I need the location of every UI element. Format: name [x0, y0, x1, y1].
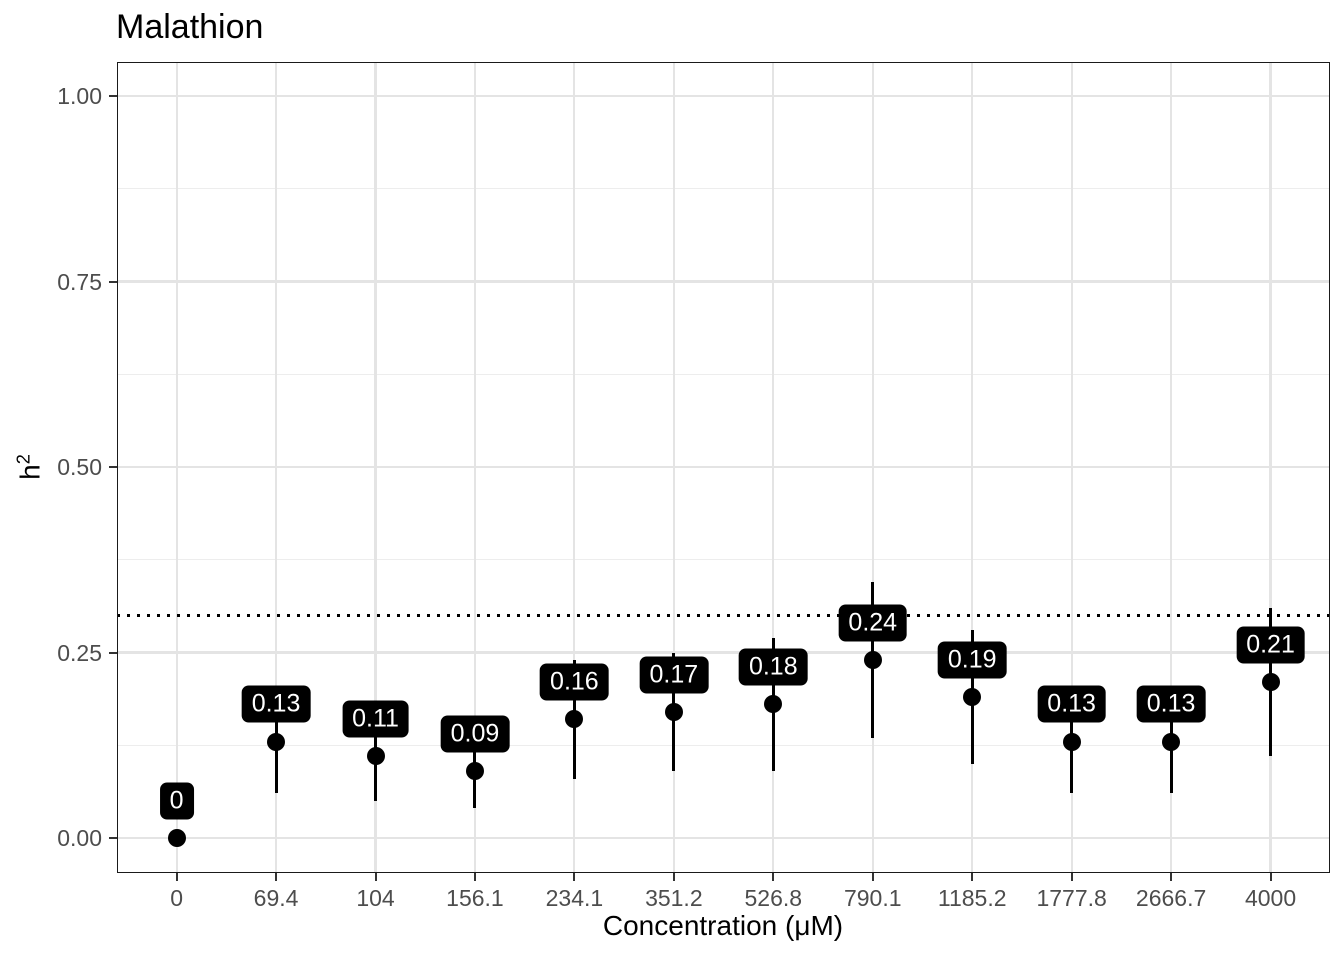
x-axis-title: Concentration (μM)	[602, 910, 844, 941]
data-point-label: 0.11	[342, 700, 409, 738]
data-point-label: 0	[159, 782, 194, 820]
x-axis-tick-label: 234.1	[545, 885, 604, 911]
data-point-label: 0.13	[241, 685, 311, 723]
data-point	[1162, 732, 1181, 751]
data-point	[863, 650, 882, 669]
gridline-vertical-major	[971, 62, 974, 873]
data-point	[565, 710, 584, 729]
x-axis-tick	[871, 873, 874, 881]
x-axis-tick	[175, 873, 178, 881]
data-point	[167, 829, 186, 847]
y-axis-tick	[109, 280, 117, 283]
data-point-label: 0.17	[639, 656, 709, 694]
x-axis-tick	[1070, 873, 1073, 881]
gridline-horizontal-minor	[117, 373, 1330, 375]
data-point	[764, 695, 783, 714]
data-point	[963, 688, 982, 707]
gridline-vertical-major	[374, 62, 377, 873]
x-axis-tick-label: 1777.8	[1036, 885, 1107, 911]
y-axis-tick	[109, 95, 117, 97]
x-axis-tick	[672, 873, 675, 881]
x-axis-tick-label: 156.1	[446, 885, 504, 911]
data-point-label: 0.18	[738, 648, 808, 686]
gridline-horizontal-minor	[117, 188, 1330, 190]
gridline-vertical-major	[1170, 62, 1173, 873]
gridline-vertical-major	[274, 62, 278, 873]
x-axis-tick	[772, 873, 775, 881]
gridline-vertical-major	[871, 62, 874, 873]
x-axis-tick	[573, 873, 576, 881]
gridline-vertical-major	[573, 62, 576, 873]
y-axis-tick-label: 0.50	[57, 454, 102, 480]
gridline-horizontal-major	[117, 651, 1330, 654]
x-axis-tick-label: 4000	[1244, 885, 1297, 911]
data-point-label: 0.13	[1037, 685, 1106, 723]
data-point	[267, 732, 286, 751]
x-axis-tick-label: 790.1	[843, 885, 902, 911]
x-axis-tick-label: 526.8	[744, 885, 803, 911]
y-axis-tick	[109, 651, 117, 654]
gridline-horizontal-major	[117, 465, 1330, 469]
data-point	[664, 702, 683, 721]
data-point	[1261, 673, 1280, 692]
reference-line	[117, 613, 1330, 617]
data-point	[1062, 732, 1081, 751]
gridline-horizontal-major	[117, 836, 1330, 840]
x-axis-tick	[1170, 873, 1173, 881]
y-axis-tick-label: 0.00	[57, 825, 102, 851]
x-axis-tick-label: 69.4	[253, 885, 299, 911]
x-axis-tick-label: 2666.7	[1135, 885, 1207, 911]
gridline-vertical-major	[175, 62, 178, 873]
data-point-label: 0.24	[838, 604, 908, 642]
gridline-horizontal-major	[117, 94, 1330, 98]
y-axis-tick-label: 0.25	[57, 639, 102, 666]
y-axis-tick	[109, 466, 117, 468]
x-axis-tick	[374, 873, 377, 881]
data-point-label: 0.09	[440, 715, 510, 753]
y-axis-tick-label: 0.75	[57, 268, 102, 295]
data-point	[366, 747, 385, 766]
gridline-vertical-major	[772, 62, 775, 873]
data-point	[465, 762, 484, 781]
x-axis-tick-label: 0	[170, 885, 183, 911]
x-axis-tick	[971, 873, 974, 881]
gridline-horizontal-major	[117, 280, 1330, 283]
x-axis-tick-label: 351.2	[645, 885, 703, 911]
x-axis-tick	[473, 873, 476, 881]
x-axis-tick	[275, 873, 278, 881]
gridline-vertical-major	[672, 62, 675, 873]
y-axis-tick-label: 1.00	[57, 83, 102, 109]
data-point-label: 0.13	[1136, 685, 1206, 723]
x-axis-tick-label: 1185.2	[937, 885, 1007, 911]
gridline-vertical-major	[1269, 62, 1272, 873]
gridline-horizontal-minor	[117, 744, 1330, 746]
gridline-horizontal-minor	[117, 559, 1330, 561]
data-point-label: 0.16	[540, 663, 609, 701]
x-axis-tick-label: 104	[356, 885, 395, 911]
x-axis-tick	[1269, 873, 1272, 881]
gridline-vertical-major	[1070, 62, 1073, 873]
plot-panel: 0 0.13 0.11 0.09 0.16 0.17 0.18 0.24 0.19 0.13 0.1…	[117, 62, 1330, 873]
y-axis-tick	[109, 837, 117, 839]
plot-title: Malathion	[116, 8, 264, 46]
gridline-vertical-major	[473, 62, 477, 873]
data-point-label: 0.19	[937, 641, 1007, 679]
data-point-label: 0.21	[1236, 626, 1305, 664]
